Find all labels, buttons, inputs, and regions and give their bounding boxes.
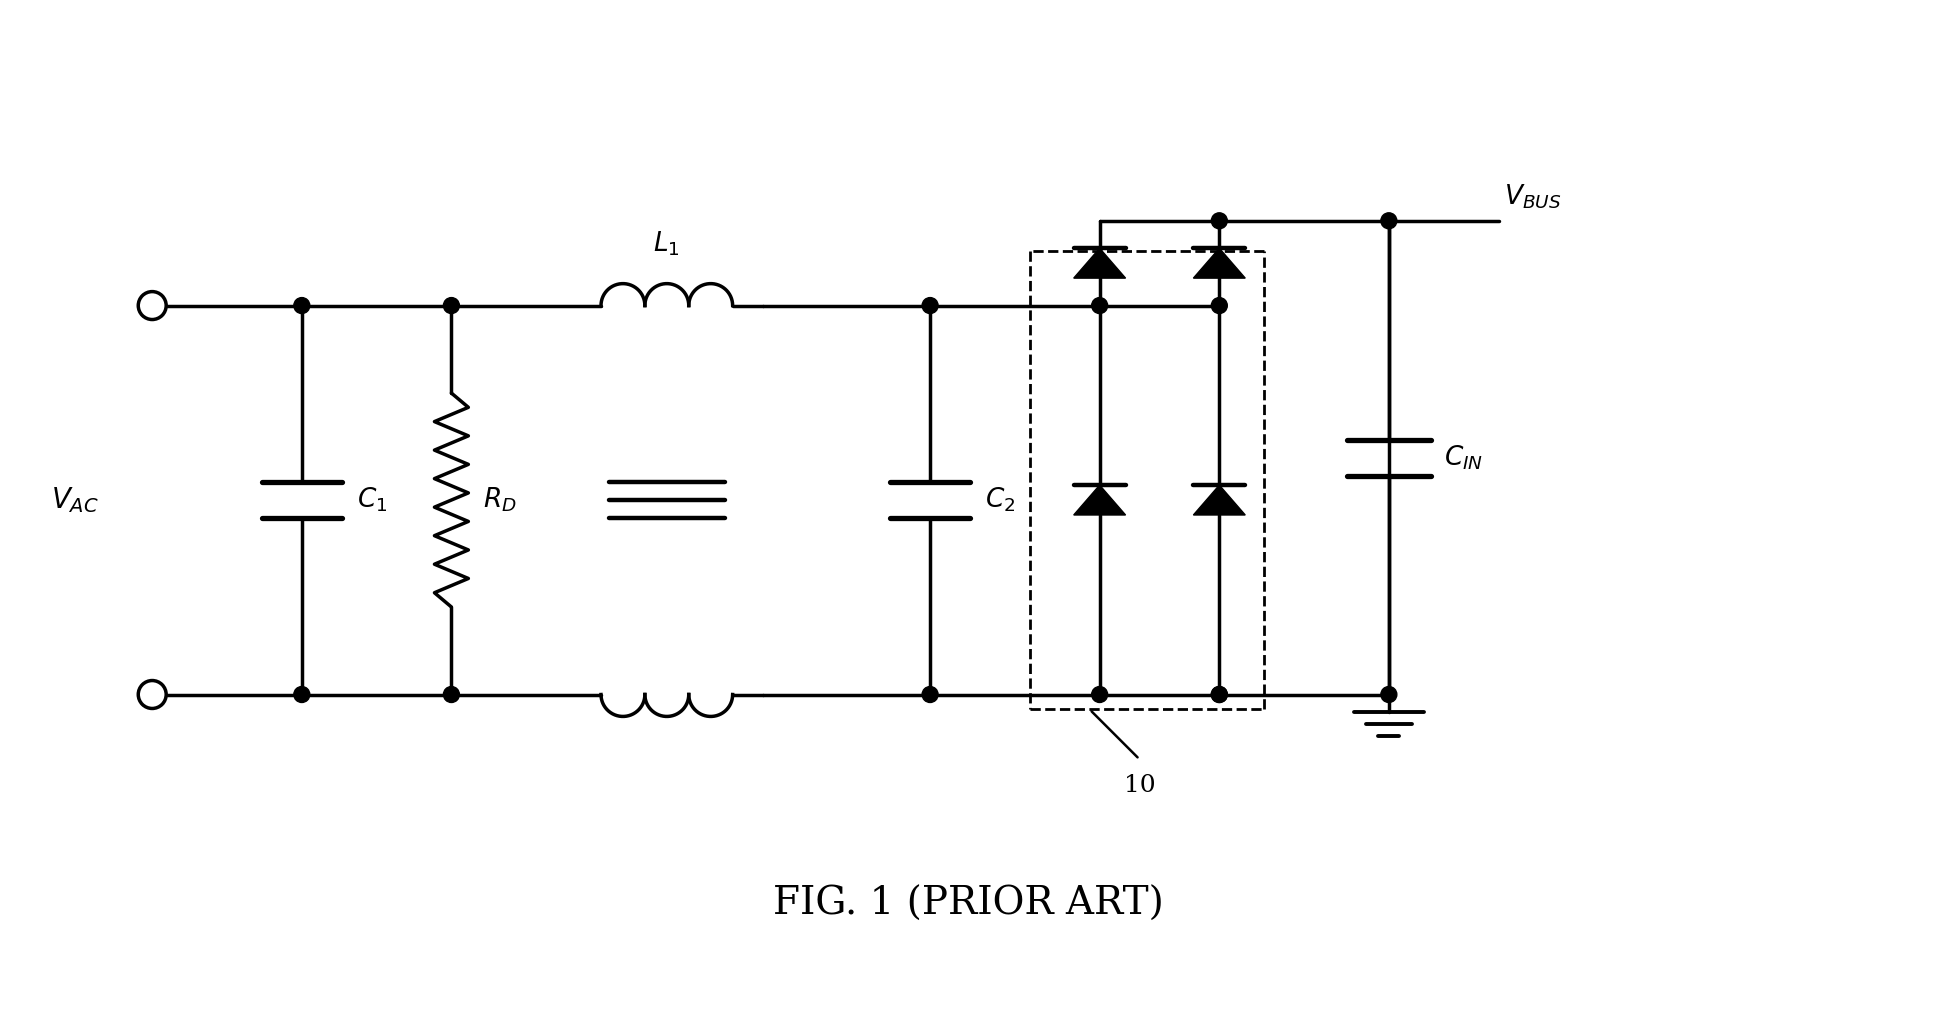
Text: $C_2$: $C_2$	[984, 486, 1015, 515]
Text: 10: 10	[1123, 774, 1154, 797]
Circle shape	[294, 297, 310, 314]
Text: $V_{AC}$: $V_{AC}$	[50, 485, 99, 515]
Text: $C_{IN}$: $C_{IN}$	[1443, 444, 1484, 472]
Circle shape	[1211, 687, 1228, 702]
Circle shape	[1211, 297, 1228, 314]
Circle shape	[294, 687, 310, 702]
Circle shape	[1092, 687, 1108, 702]
Text: $C_1$: $C_1$	[356, 486, 387, 515]
Text: $L_1$: $L_1$	[653, 230, 680, 257]
Polygon shape	[1073, 248, 1125, 278]
Circle shape	[444, 687, 459, 702]
Circle shape	[138, 681, 167, 708]
Polygon shape	[1193, 248, 1245, 278]
Circle shape	[1381, 213, 1397, 229]
Text: FIG. 1 (PRIOR ART): FIG. 1 (PRIOR ART)	[773, 886, 1164, 922]
Circle shape	[1092, 297, 1108, 314]
Circle shape	[922, 297, 938, 314]
Circle shape	[444, 297, 459, 314]
Polygon shape	[1193, 485, 1245, 515]
Circle shape	[1211, 687, 1228, 702]
Circle shape	[1381, 687, 1397, 702]
Text: $V_{BUS}$: $V_{BUS}$	[1503, 182, 1561, 211]
Circle shape	[1211, 213, 1228, 229]
Circle shape	[138, 291, 167, 320]
Polygon shape	[1073, 485, 1125, 515]
Circle shape	[922, 687, 938, 702]
Text: $R_D$: $R_D$	[484, 486, 517, 515]
